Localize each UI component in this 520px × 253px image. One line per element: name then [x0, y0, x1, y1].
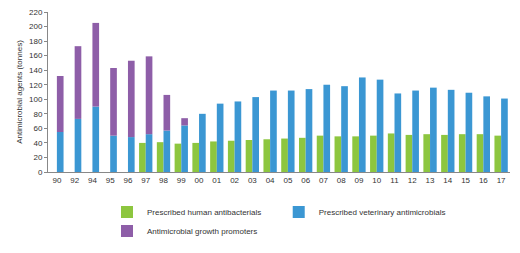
svg-text:17: 17 — [497, 176, 506, 185]
svg-text:220: 220 — [29, 8, 43, 17]
svg-text:120: 120 — [29, 81, 43, 90]
svg-text:94: 94 — [88, 176, 97, 185]
svg-text:Prescribed human antibacterial: Prescribed human antibacterials — [147, 208, 261, 217]
svg-text:99: 99 — [177, 176, 186, 185]
svg-text:00: 00 — [195, 176, 204, 185]
svg-text:200: 200 — [29, 22, 43, 31]
svg-text:15: 15 — [461, 176, 470, 185]
svg-text:100: 100 — [29, 95, 43, 104]
svg-text:140: 140 — [29, 66, 43, 75]
svg-text:05: 05 — [283, 176, 292, 185]
svg-text:96: 96 — [124, 176, 133, 185]
svg-text:98: 98 — [159, 176, 168, 185]
svg-text:160: 160 — [29, 51, 43, 60]
svg-text:Antimicrobial growth promoters: Antimicrobial growth promoters — [147, 227, 257, 236]
svg-text:01: 01 — [212, 176, 221, 185]
svg-text:180: 180 — [29, 37, 43, 46]
svg-text:12: 12 — [408, 176, 417, 185]
svg-text:06: 06 — [301, 176, 310, 185]
svg-text:0: 0 — [38, 168, 43, 177]
svg-text:11: 11 — [390, 176, 399, 185]
svg-text:20: 20 — [33, 153, 42, 162]
svg-text:14: 14 — [443, 176, 452, 185]
svg-text:Prescribed veterinary antimicr: Prescribed veterinary antimicrobials — [319, 208, 446, 217]
svg-text:04: 04 — [266, 176, 275, 185]
svg-text:40: 40 — [33, 139, 42, 148]
svg-text:92: 92 — [70, 176, 79, 185]
svg-text:10: 10 — [372, 176, 381, 185]
svg-text:02: 02 — [230, 176, 239, 185]
svg-text:16: 16 — [479, 176, 488, 185]
svg-text:08: 08 — [337, 176, 346, 185]
svg-text:95: 95 — [106, 176, 115, 185]
svg-text:97: 97 — [141, 176, 150, 185]
svg-text:09: 09 — [355, 176, 364, 185]
svg-text:60: 60 — [33, 124, 42, 133]
svg-text:80: 80 — [33, 110, 42, 119]
svg-text:90: 90 — [52, 176, 61, 185]
svg-text:Antimicrobial agents (tonnes): Antimicrobial agents (tonnes) — [15, 40, 24, 144]
svg-text:13: 13 — [426, 176, 435, 185]
svg-text:03: 03 — [248, 176, 257, 185]
svg-text:07: 07 — [319, 176, 328, 185]
